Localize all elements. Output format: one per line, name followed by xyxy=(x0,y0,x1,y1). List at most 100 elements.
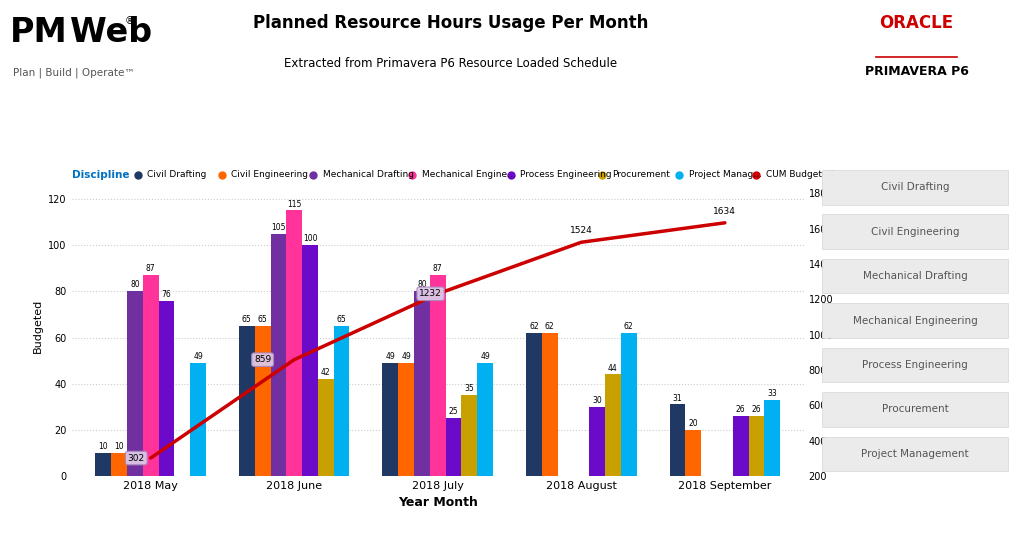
Text: 1634: 1634 xyxy=(714,207,736,216)
FancyBboxPatch shape xyxy=(822,214,1008,249)
Bar xyxy=(670,405,685,476)
Bar xyxy=(430,275,445,476)
Text: Civil Drafting: Civil Drafting xyxy=(881,182,949,192)
Text: 76: 76 xyxy=(162,289,171,299)
Text: Mechanical Engine...: Mechanical Engine... xyxy=(422,170,515,179)
Text: 25: 25 xyxy=(449,407,459,417)
Bar xyxy=(749,416,764,476)
Text: 31: 31 xyxy=(673,394,682,403)
Text: 49: 49 xyxy=(480,352,490,361)
Text: 100: 100 xyxy=(303,234,317,243)
Text: PRIMAVERA P6: PRIMAVERA P6 xyxy=(864,65,969,78)
Text: Project Management: Project Management xyxy=(861,449,969,459)
Bar xyxy=(127,291,142,476)
Text: ®: ® xyxy=(125,16,135,26)
Text: Procurement: Procurement xyxy=(882,405,948,414)
Bar xyxy=(270,234,287,476)
Text: 105: 105 xyxy=(271,223,286,232)
Text: 65: 65 xyxy=(337,315,346,324)
Text: 80: 80 xyxy=(130,280,139,289)
Bar xyxy=(589,407,605,476)
Text: Mechanical Drafting: Mechanical Drafting xyxy=(862,271,968,281)
Text: Mechanical Drafting: Mechanical Drafting xyxy=(323,170,414,179)
FancyBboxPatch shape xyxy=(822,259,1008,293)
Bar xyxy=(302,245,317,476)
Bar xyxy=(112,453,127,476)
Bar xyxy=(334,326,349,476)
Text: 10: 10 xyxy=(98,442,109,451)
Text: Discipline: Discipline xyxy=(72,170,129,180)
Bar xyxy=(239,326,255,476)
Text: PM: PM xyxy=(10,16,68,49)
Text: 62: 62 xyxy=(529,322,539,331)
Text: 80: 80 xyxy=(417,280,427,289)
Text: 65: 65 xyxy=(242,315,252,324)
Text: 35: 35 xyxy=(465,385,474,393)
Bar xyxy=(287,210,302,476)
Bar xyxy=(764,400,780,476)
Bar xyxy=(462,395,477,476)
Bar xyxy=(190,363,206,476)
Bar xyxy=(526,333,542,476)
Text: 10: 10 xyxy=(115,442,124,451)
Bar xyxy=(255,326,270,476)
Text: 1232: 1232 xyxy=(419,289,442,298)
Bar xyxy=(159,301,174,476)
Text: CUM Budgeted: CUM Budgeted xyxy=(766,170,834,179)
FancyBboxPatch shape xyxy=(822,170,1008,204)
Text: Project Manag...: Project Manag... xyxy=(689,170,762,179)
Text: 30: 30 xyxy=(592,396,602,405)
Bar xyxy=(733,416,749,476)
Text: 62: 62 xyxy=(624,322,634,331)
Text: Civil Drafting: Civil Drafting xyxy=(147,170,207,179)
Bar xyxy=(477,363,493,476)
Bar xyxy=(317,379,334,476)
Text: 44: 44 xyxy=(608,364,617,373)
FancyBboxPatch shape xyxy=(822,392,1008,427)
Text: Civil Engineering: Civil Engineering xyxy=(231,170,308,179)
Text: ORACLE: ORACLE xyxy=(880,14,953,31)
Text: 26: 26 xyxy=(736,405,745,414)
Bar xyxy=(445,418,462,476)
Text: Process Engineering: Process Engineering xyxy=(862,360,968,370)
Bar xyxy=(383,363,398,476)
FancyBboxPatch shape xyxy=(822,348,1008,382)
Text: 302: 302 xyxy=(128,453,144,463)
Text: 49: 49 xyxy=(194,352,203,361)
Text: Procurement: Procurement xyxy=(612,170,670,179)
Text: 87: 87 xyxy=(433,265,442,273)
Text: 115: 115 xyxy=(287,200,301,209)
Text: Plan | Build | Operate™: Plan | Build | Operate™ xyxy=(13,68,135,78)
Bar xyxy=(605,374,621,476)
Text: 859: 859 xyxy=(254,355,271,364)
X-axis label: Year Month: Year Month xyxy=(397,497,478,510)
Bar xyxy=(142,275,159,476)
Text: Extracted from Primavera P6 Resource Loaded Schedule: Extracted from Primavera P6 Resource Loa… xyxy=(284,57,617,70)
Bar xyxy=(621,333,637,476)
Bar xyxy=(414,291,430,476)
Text: Process Engineering: Process Engineering xyxy=(520,170,612,179)
Text: 62: 62 xyxy=(545,322,555,331)
Bar xyxy=(685,430,701,476)
Text: Planned Resource Hours Usage Per Month: Planned Resource Hours Usage Per Month xyxy=(253,14,648,31)
Text: 49: 49 xyxy=(401,352,411,361)
Text: Mechanical Engineering: Mechanical Engineering xyxy=(853,315,977,326)
Text: Budgeted and CUM Budgeted by Year, Month and Discipline: Budgeted and CUM Budgeted by Year, Month… xyxy=(228,148,647,161)
Text: 49: 49 xyxy=(385,352,395,361)
Text: 42: 42 xyxy=(321,368,331,377)
Bar xyxy=(398,363,414,476)
FancyBboxPatch shape xyxy=(822,437,1008,471)
Text: Discipline: Discipline xyxy=(830,148,895,161)
Text: 87: 87 xyxy=(145,265,156,273)
Bar xyxy=(542,333,558,476)
Text: 65: 65 xyxy=(258,315,267,324)
Text: 33: 33 xyxy=(767,389,777,398)
Text: Web: Web xyxy=(70,16,152,49)
Text: 26: 26 xyxy=(752,405,761,414)
Y-axis label: Budgeted: Budgeted xyxy=(33,299,43,353)
FancyBboxPatch shape xyxy=(822,303,1008,338)
Text: Civil Engineering: Civil Engineering xyxy=(870,227,959,236)
Text: 20: 20 xyxy=(688,419,698,428)
Text: 1524: 1524 xyxy=(570,226,593,235)
Bar xyxy=(95,453,112,476)
